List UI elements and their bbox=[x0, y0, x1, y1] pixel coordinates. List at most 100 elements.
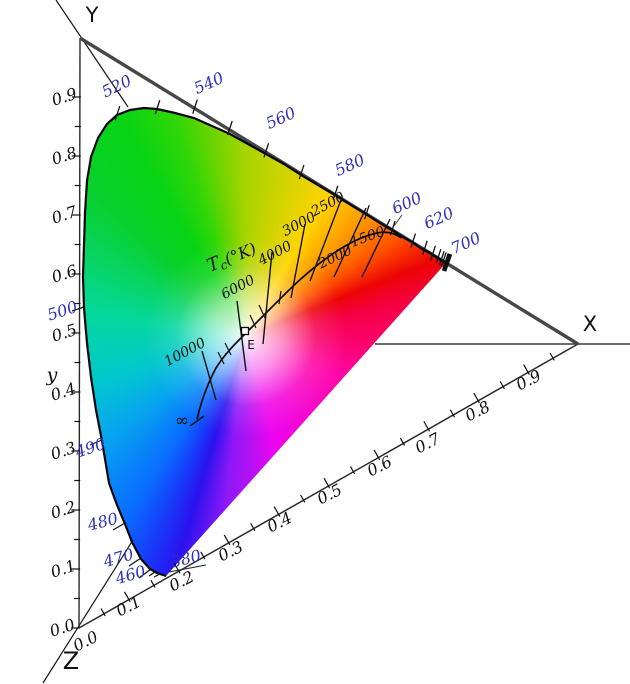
wavelength-tick bbox=[112, 522, 126, 531]
x-axis-tick-label: 0.9 bbox=[513, 366, 544, 394]
y-axis-tick-label: 0.5 bbox=[49, 320, 79, 346]
x-axis-tick bbox=[150, 579, 156, 588]
isotherm-minor-tick bbox=[249, 314, 257, 329]
isotherm-line bbox=[290, 223, 306, 299]
wavelength-tick bbox=[440, 252, 447, 267]
wavelength-tick bbox=[138, 568, 152, 579]
wavelength-tick bbox=[154, 99, 161, 115]
wavelength-tick bbox=[332, 185, 339, 201]
x-axis-tick bbox=[173, 563, 181, 574]
wavelength-tick bbox=[153, 573, 161, 578]
wavelength-label: 540 bbox=[191, 68, 227, 98]
wavelength-tick bbox=[128, 557, 142, 567]
spectral-locus-outline bbox=[81, 106, 447, 578]
x-axis-tick bbox=[523, 364, 530, 375]
leader-600nm bbox=[393, 214, 403, 227]
wavelength-tick bbox=[192, 99, 198, 114]
wavelength-label: 480 bbox=[85, 509, 120, 535]
isotherm-line bbox=[262, 251, 273, 345]
x-axis-tick bbox=[100, 608, 106, 617]
isotherm-line bbox=[309, 199, 342, 282]
isotherm-minor-tick bbox=[224, 342, 232, 356]
wavelength-label: 620 bbox=[421, 203, 457, 233]
wavelength-tick bbox=[389, 220, 396, 236]
x-axis-tick-label: 0.5 bbox=[314, 480, 345, 508]
isotherm-line bbox=[236, 300, 247, 372]
wavelength-tick bbox=[148, 571, 156, 577]
y-axis-tick-label: 0.6 bbox=[49, 261, 79, 287]
x-axis-tick bbox=[399, 437, 406, 446]
planckian-locus-curve bbox=[196, 231, 402, 420]
isotherm-line bbox=[333, 207, 367, 278]
temperature-label: 10000 bbox=[162, 335, 209, 370]
white-point-marker bbox=[240, 326, 250, 336]
isotherm-minor-tick bbox=[278, 290, 282, 305]
tick-marks bbox=[71, 96, 555, 629]
isotherm-line bbox=[201, 350, 217, 401]
x-axis-tick bbox=[473, 392, 480, 404]
x-axis-tick bbox=[499, 381, 505, 390]
tick-700nm-heavy bbox=[441, 253, 453, 272]
isotherm-line bbox=[189, 415, 205, 427]
wavelength-tick bbox=[89, 439, 103, 446]
x-axis-tick bbox=[349, 466, 356, 475]
isotherm-line bbox=[361, 218, 391, 278]
wavelength-tick bbox=[114, 105, 121, 121]
wavelength-label: 490 bbox=[72, 434, 108, 462]
x-axis-tick-label: 0.6 bbox=[364, 452, 395, 480]
leader-380nm bbox=[168, 564, 207, 573]
wavelength-tick bbox=[71, 306, 85, 312]
wavelength-tick bbox=[363, 204, 370, 220]
x-axis-tick bbox=[449, 409, 456, 418]
temperature-label: 2000 bbox=[315, 242, 355, 272]
y-axis-tick-label: 0.3 bbox=[48, 438, 78, 464]
x-axis-tick bbox=[300, 494, 306, 503]
x-axis-tick bbox=[373, 449, 381, 461]
wavelength-tick bbox=[298, 164, 305, 180]
wavelength-label: 560 bbox=[263, 103, 299, 133]
x-axis-tick-label: 0.3 bbox=[215, 537, 246, 565]
vertex-label-Z: Z bbox=[63, 647, 79, 675]
temperature-label: ∞ bbox=[175, 411, 189, 431]
x-axis-tick-label: 0.4 bbox=[264, 508, 295, 536]
wavelength-tick bbox=[438, 251, 445, 266]
y-axis-tick-label: 0.9 bbox=[49, 84, 79, 110]
wavelength-label: 700 bbox=[448, 228, 484, 258]
wavelength-label: 380 bbox=[169, 546, 203, 572]
wavelength-label: 520 bbox=[99, 71, 135, 101]
isotherm-minor-tick bbox=[217, 351, 225, 365]
y-axis-tick-label: 0.7 bbox=[49, 202, 80, 228]
x-axis-tick bbox=[423, 421, 431, 432]
wavelength-label: 580 bbox=[332, 150, 368, 180]
x-axis-tick bbox=[549, 352, 555, 361]
y-3d-axis-line bbox=[55, 0, 129, 108]
x-axis-tick-label: 0.2 bbox=[166, 567, 197, 595]
axis-and-curve-labels: 0.00.10.20.30.40.50.60.70.80.90.00.10.20… bbox=[45, 68, 544, 655]
x-axis-tick bbox=[273, 506, 281, 517]
y-axis-title: y bbox=[46, 364, 58, 386]
vertex-label-X: X bbox=[583, 312, 597, 336]
wavelength-tick bbox=[226, 120, 233, 136]
x-axis-tick bbox=[250, 523, 256, 532]
wavelength-label: 500 bbox=[45, 297, 80, 325]
wavelength-tick bbox=[410, 233, 417, 248]
y-axis-tick-label: 0.2 bbox=[48, 497, 78, 523]
temperature-label: 1500 bbox=[348, 224, 387, 251]
wavelength-label: 600 bbox=[389, 188, 425, 218]
x-axis-tick-label: 0.7 bbox=[412, 428, 444, 457]
x-axis-tick bbox=[223, 534, 231, 546]
tc-units: (°K) bbox=[222, 239, 259, 269]
x-axis-tick bbox=[323, 477, 331, 489]
temperature-label: 6000 bbox=[219, 272, 258, 303]
white-point-label: E bbox=[247, 338, 255, 352]
wavelength-tick bbox=[263, 143, 270, 158]
x-axis-tick-label: 0.1 bbox=[113, 592, 144, 620]
temperature-label: 2500 bbox=[308, 189, 348, 220]
temperature-label: 4000 bbox=[255, 238, 295, 269]
isotherm-minor-tick bbox=[258, 304, 266, 319]
wavelength-tick bbox=[421, 240, 428, 256]
x-axis-tick bbox=[123, 591, 131, 603]
vertex-label-Y: Y bbox=[85, 3, 99, 27]
